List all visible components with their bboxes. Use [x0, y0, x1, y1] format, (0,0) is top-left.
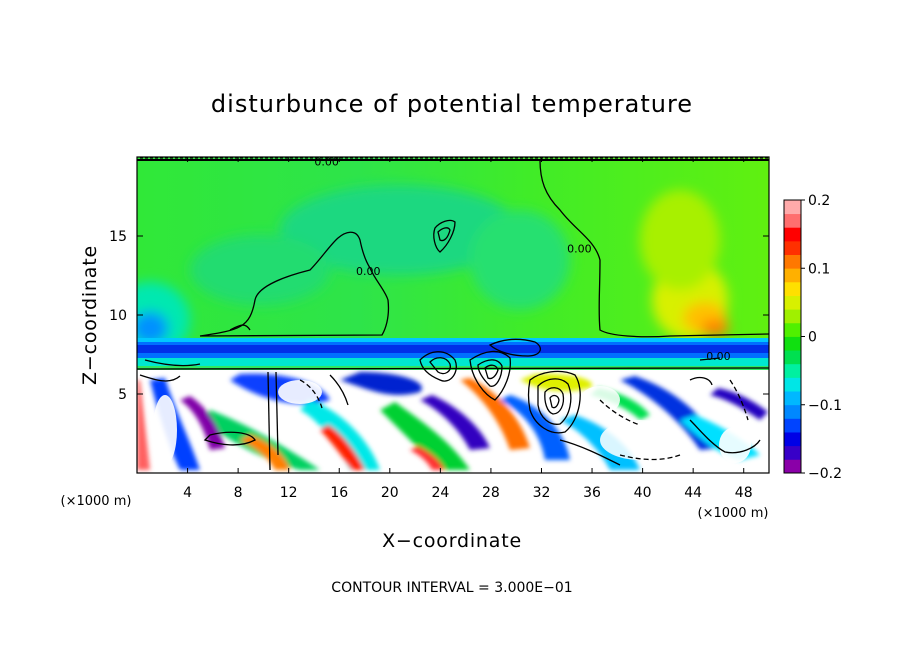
contour-lines: [137, 157, 769, 471]
colorbar-segment-18: [784, 213, 801, 228]
colorbar-segment-0: [784, 459, 801, 474]
upper-anomalies: [137, 185, 729, 358]
x-tick-label-5: 24: [431, 485, 449, 501]
colorbar-segment-16: [784, 240, 801, 255]
colorbar-segment-8: [784, 350, 801, 365]
x-tick-label-7: 32: [533, 485, 551, 501]
colorbar-segment-5: [784, 391, 801, 406]
colorbar-tick-label-2: 0: [808, 330, 817, 346]
colorbar-ticks: 0.2 0.1 0 −0.1 −0.2: [801, 193, 842, 482]
y-axis-label: Z−coordinate: [79, 245, 101, 385]
y-axis: 5 10 15: [109, 229, 769, 403]
anomaly-yellow-upper: [640, 190, 720, 290]
contour-label-2: 0.00: [567, 243, 592, 256]
x-tick-label-2: 12: [280, 485, 298, 501]
x-tick-label-1: 8: [234, 485, 243, 501]
x-axis-label: X−coordinate: [382, 530, 522, 552]
colorbar-tick-label-1: 0.1: [808, 261, 830, 277]
colorbar-segment-9: [784, 336, 801, 351]
colorbar-segment-10: [784, 322, 801, 337]
contour-label-0: 0.00: [314, 156, 339, 169]
y-tick-label-0: 5: [118, 387, 127, 403]
colorbar-segment-17: [784, 227, 801, 242]
colorbar: [783, 199, 802, 474]
x-tick-label-10: 44: [684, 485, 702, 501]
anomaly-blue-left: [137, 312, 168, 344]
x-unit-label-right: (×1000 m): [698, 506, 769, 521]
colorbar-segment-1: [784, 445, 801, 460]
chart-title: disturbunce of potential temperature: [211, 90, 693, 118]
x-tick-label-4: 20: [381, 485, 399, 501]
x-tick-label-3: 16: [330, 485, 348, 501]
contour-label-1: 0.00: [356, 265, 381, 278]
x-tick-label-8: 36: [583, 485, 601, 501]
colorbar-segment-6: [784, 377, 801, 392]
colorbar-segment-13: [784, 281, 801, 296]
colorbar-tick-label-0: 0.2: [808, 193, 830, 209]
x-tick-label-0: 4: [183, 485, 192, 501]
stable-band: [137, 338, 769, 370]
y-tick-label-1: 10: [109, 308, 127, 324]
lower-region: [137, 370, 769, 473]
colorbar-segment-3: [784, 418, 801, 433]
colorbar-segment-7: [784, 363, 801, 378]
colorbar-segment-15: [784, 254, 801, 269]
x-tick-label-11: 48: [735, 485, 753, 501]
anomaly-orange-core: [701, 320, 729, 336]
anomaly-teal-upper: [280, 185, 520, 275]
x-tick-label-9: 40: [634, 485, 652, 501]
colorbar-segment-19: [784, 200, 801, 215]
x-unit-label-left: (×1000 m): [61, 494, 132, 509]
y-tick-label-2: 15: [109, 229, 127, 245]
anomaly-teal-mid: [190, 235, 330, 305]
contour-labels: 0.00 0.00 0.00 0.00: [314, 156, 731, 363]
contour-interval-note: CONTOUR INTERVAL = 3.000E−01: [331, 580, 572, 596]
colorbar-segment-4: [784, 404, 801, 419]
colorbar-tick-label-4: −0.2: [808, 466, 842, 482]
colorbar-segment-11: [784, 309, 801, 324]
x-tick-label-6: 28: [482, 485, 500, 501]
colorbar-segment-14: [784, 268, 801, 283]
anomaly-teal-right: [470, 210, 570, 310]
x-axis: 4 8 12 16 20 24 28 32 36 40 44 48: [183, 157, 753, 501]
colorbar-segment-12: [784, 295, 801, 310]
contour-label-3: 0.00: [706, 350, 731, 363]
colorbar-segment-2: [784, 432, 801, 447]
colorbar-tick-label-3: −0.1: [808, 398, 842, 414]
plot-area: 0.00 0.00 0.00 0.00: [137, 156, 769, 473]
